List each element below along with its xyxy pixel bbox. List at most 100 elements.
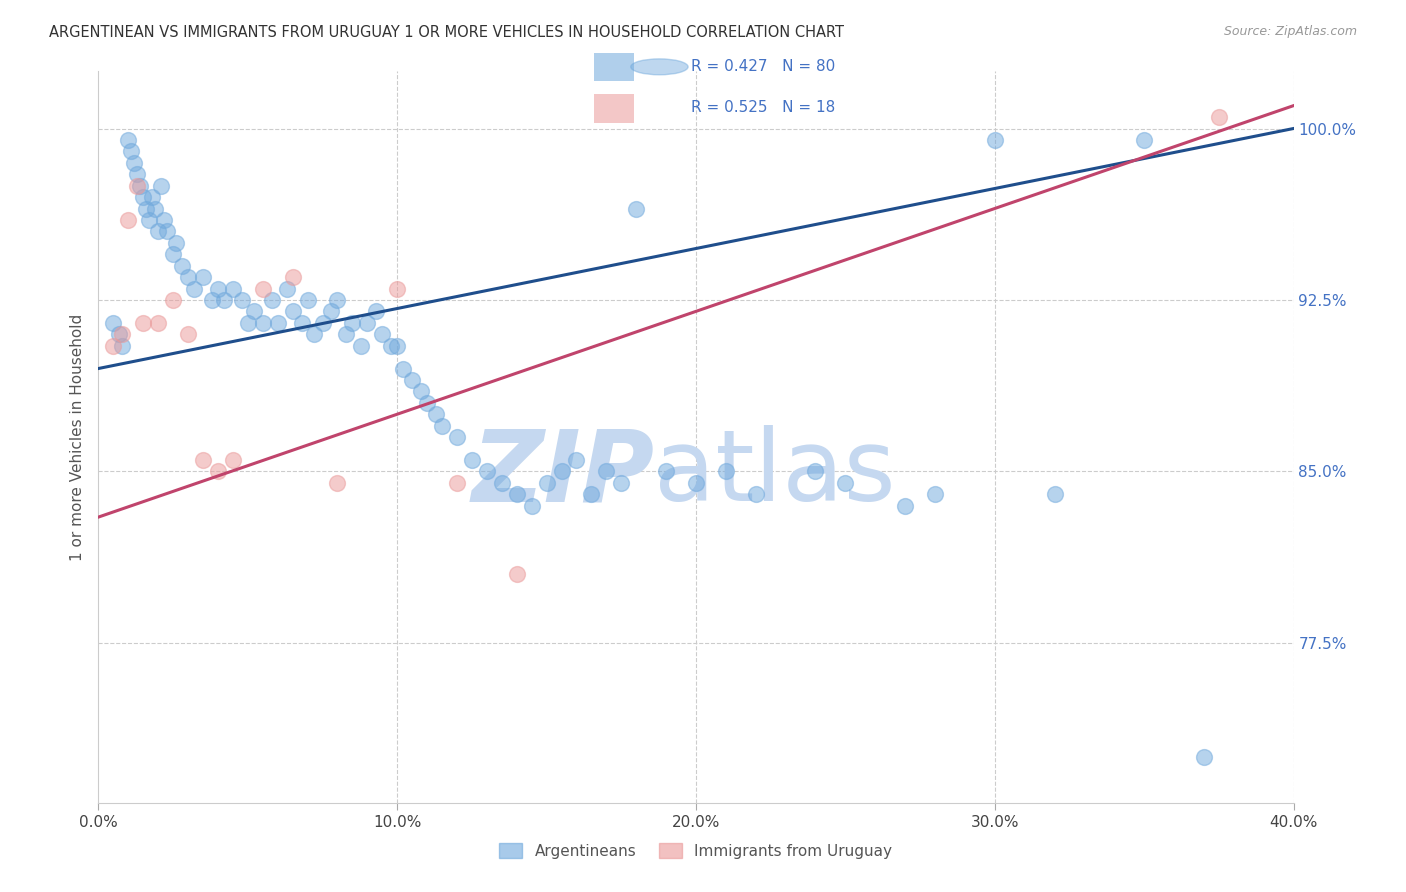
Point [120,145,142,159]
Point [326,475,349,490]
Point [177,270,200,285]
Point [153,213,176,227]
Point [685,475,707,490]
Point [177,327,200,342]
Point [252,316,274,330]
Text: ARGENTINEAN VS IMMIGRANTS FROM URUGUAY 1 OR MORE VEHICLES IN HOUSEHOLD CORRELATI: ARGENTINEAN VS IMMIGRANTS FROM URUGUAY 1… [49,25,844,40]
Point [411,384,433,399]
Point [260,293,283,307]
Point [984,133,1007,147]
Text: R = 0.427   N = 80: R = 0.427 N = 80 [692,60,835,74]
Point [461,453,484,467]
Point [520,499,543,513]
Point [243,304,266,318]
FancyBboxPatch shape [593,95,634,122]
Point [276,281,298,295]
Point [267,316,290,330]
Point [132,190,155,204]
Point [385,338,409,352]
Point [1208,110,1230,124]
Point [141,190,163,204]
Y-axis label: 1 or more Vehicles in Household: 1 or more Vehicles in Household [69,313,84,561]
Point [401,373,423,387]
Point [291,316,314,330]
FancyBboxPatch shape [593,54,634,81]
Point [162,293,184,307]
Point [425,407,447,421]
Point [150,178,173,193]
Point [350,338,373,352]
Point [550,464,572,478]
Text: ZIP: ZIP [471,425,654,522]
Point [1192,750,1215,764]
Point [103,316,125,330]
Point [222,453,245,467]
Text: atlas: atlas [654,425,896,522]
Point [834,475,856,490]
Point [321,304,343,318]
Point [207,281,229,295]
Point [143,202,166,216]
Point [108,327,131,342]
Point [491,475,513,490]
Text: Source: ZipAtlas.com: Source: ZipAtlas.com [1223,25,1357,38]
Point [655,464,678,478]
Point [207,464,229,478]
Circle shape [631,59,688,75]
Point [595,464,617,478]
Point [446,430,468,444]
Point [156,224,179,238]
Point [117,133,139,147]
Point [172,259,194,273]
Point [894,499,917,513]
Point [342,316,364,330]
Point [183,281,205,295]
Point [281,270,304,285]
Point [231,293,253,307]
Point [714,464,737,478]
Point [626,202,648,216]
Point [356,316,378,330]
Point [536,475,558,490]
Point [135,202,157,216]
Point [297,293,319,307]
Point [138,213,160,227]
Point [201,293,224,307]
Point [103,338,125,352]
Point [385,281,409,295]
Point [416,396,439,410]
Point [745,487,768,501]
Point [475,464,498,478]
Point [222,281,245,295]
Point [311,316,333,330]
Point [392,361,415,376]
Point [191,453,214,467]
Point [124,155,146,169]
Point [565,453,588,467]
Point [148,316,170,330]
Point [506,487,529,501]
Point [129,178,152,193]
Point [148,224,170,238]
Point [117,213,139,227]
Point [506,567,529,582]
Point [127,167,149,181]
Point [1133,133,1156,147]
Point [111,327,134,342]
Point [165,235,187,250]
Point [111,338,134,352]
Point [281,304,304,318]
Text: R = 0.525   N = 18: R = 0.525 N = 18 [692,100,835,114]
Point [610,475,633,490]
Point [335,327,357,342]
Point [252,281,274,295]
Point [326,293,349,307]
Point [132,316,155,330]
Point [236,316,259,330]
Point [430,418,453,433]
Point [804,464,827,478]
Point [366,304,388,318]
Point [446,475,468,490]
Point [924,487,946,501]
Legend: Argentineans, Immigrants from Uruguay: Argentineans, Immigrants from Uruguay [494,837,898,864]
